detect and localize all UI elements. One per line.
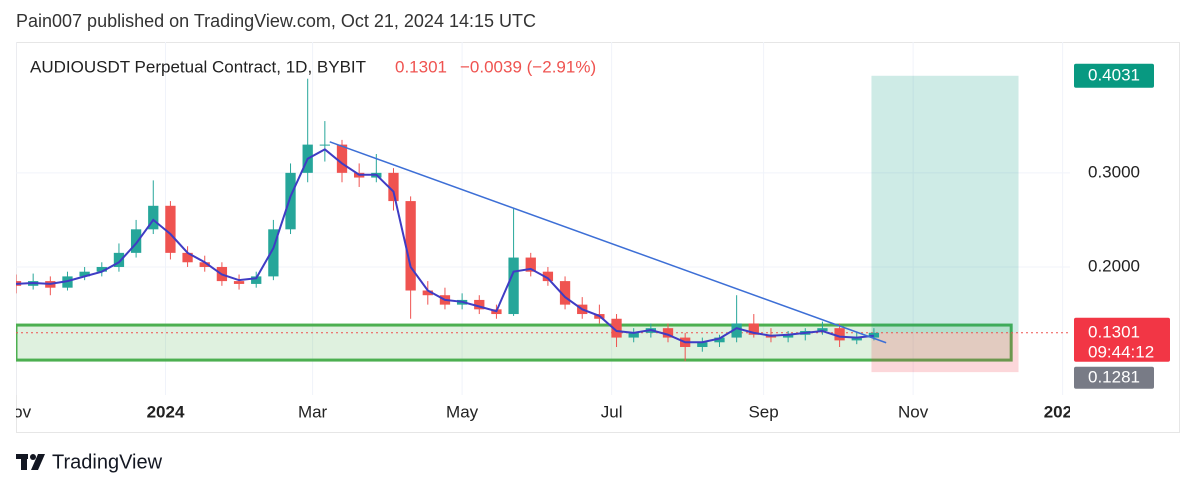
candle-body [868,332,880,338]
candle [96,262,107,277]
candle-body [525,257,536,272]
candle-body [182,252,193,263]
x-tick-label: Jul [601,402,623,421]
price-change: −0.0039 (−2.91%) [460,57,596,76]
candle [628,328,639,343]
candle-body [782,334,794,338]
candle-body [714,337,725,343]
candle-body [611,318,622,338]
candle-body [731,323,742,338]
candle-body [165,205,176,253]
candle [714,334,725,347]
candle [422,281,433,305]
candle [525,252,536,277]
candle-body [662,328,674,338]
candle-body [474,299,485,310]
candle [405,196,416,319]
last-label-bg [1074,317,1170,362]
x-tick-label: Sep [748,402,778,421]
candle-body [285,172,296,230]
candle-body [851,337,862,341]
candle [28,273,39,290]
x-tick-label: Mar [298,402,328,421]
candle [662,323,674,343]
x-tick-label: May [446,402,479,421]
x-tick-label: 2025 [1044,402,1082,421]
x-tick-label: Nov [898,402,929,421]
candle-body [148,205,159,230]
last-price: 0.1301 [395,57,447,76]
candle [782,330,794,343]
y-tick-label: 0.3000 [1088,162,1140,181]
candle [148,180,159,235]
candle-body [96,266,107,272]
candle [199,255,210,272]
candle-body [113,252,125,267]
candle-body [628,332,639,338]
candle-body [199,262,210,267]
y-tick-label: 0.2000 [1088,256,1140,275]
loss-area [871,332,1019,373]
candle-body [388,172,399,202]
candle-body [559,281,571,305]
profit-area [871,75,1019,333]
candle-body [422,290,433,296]
candle [182,246,193,267]
candle [319,121,330,162]
candle-body [817,328,828,331]
previous-label-bg [1074,366,1154,389]
candle [388,168,399,211]
candle [817,321,828,335]
target-label: 0.4031 [1088,65,1140,84]
candle [542,266,554,286]
candle-body [542,271,554,282]
last-label: 0.1301 [1088,322,1140,341]
candle-body [130,229,142,253]
candle [834,323,845,347]
candle-body [748,323,759,335]
countdown: 09:44:12 [1088,342,1154,361]
candle [233,274,245,290]
support-zone [16,323,1013,362]
chart-title: AUDIOUSDT Perpetual Contract, 1D, BYBIT [30,57,366,76]
candle [45,276,56,296]
candle [130,219,142,258]
candle-body [405,201,416,291]
trendline [329,141,887,344]
candle [731,295,742,343]
candle [113,243,125,272]
candle [79,266,90,281]
previous-label: 0.1281 [1088,367,1140,386]
candle [559,276,571,310]
candle-body [268,229,279,277]
candle-body [233,281,245,284]
target-label-bg [1074,63,1154,88]
candle [697,337,708,352]
candle [165,201,176,260]
x-tick-label: Nov [1,402,32,421]
brand: TradingView [52,451,163,473]
candle-body [319,144,330,146]
candle-body [508,257,519,315]
candle-body [834,328,845,341]
candle-body [697,342,708,347]
publisher: Pain007 published on TradingView.com, Oc… [16,11,536,31]
logo [16,454,45,470]
moving-average [16,148,875,344]
candle-body [79,271,90,277]
x-tick-label: 2024 [147,402,185,421]
candle-body [336,144,348,173]
candle [508,208,519,316]
candle-body [251,276,262,284]
candle [474,295,485,315]
candle [251,271,262,288]
